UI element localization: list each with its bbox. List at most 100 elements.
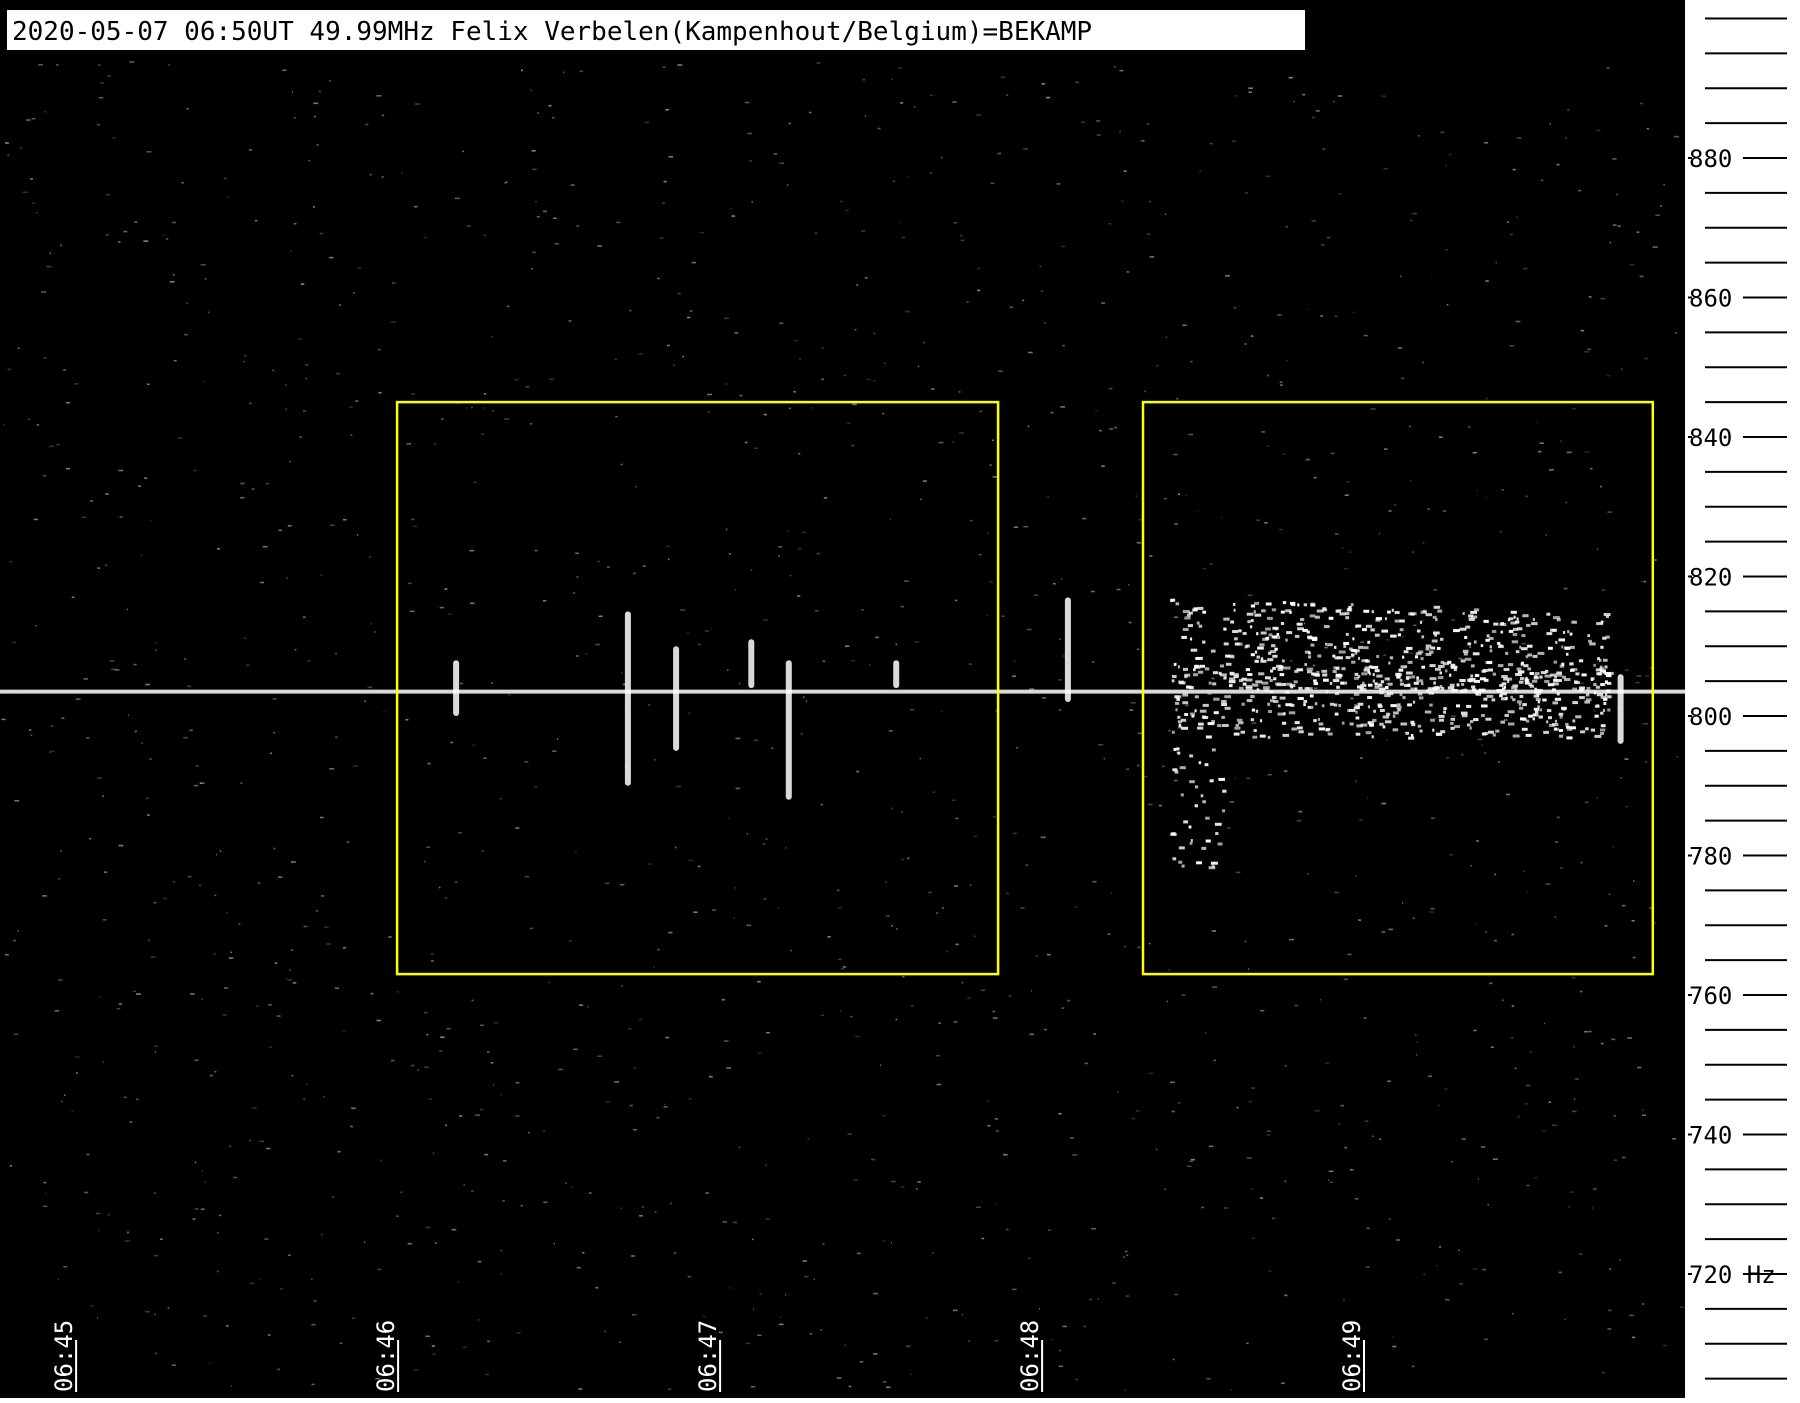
echo-speck <box>1397 708 1401 712</box>
echo-speck <box>1421 635 1425 639</box>
echo-speck <box>1253 610 1256 614</box>
noise-speck <box>1672 1138 1676 1140</box>
echo-speck <box>1593 663 1596 667</box>
noise-speck <box>444 897 448 899</box>
noise-speck <box>1256 519 1260 521</box>
noise-speck <box>469 602 475 605</box>
noise-speck <box>994 1203 997 1206</box>
noise-speck <box>667 558 670 561</box>
echo-speck <box>1311 672 1316 676</box>
echo-speck <box>1521 634 1526 638</box>
noise-speck <box>1383 167 1388 170</box>
time-tick-label: 06:48 <box>1016 1320 1044 1392</box>
noise-speck <box>491 335 493 338</box>
echo-speck <box>1392 728 1399 732</box>
noise-speck <box>71 596 75 599</box>
echo-speck <box>1430 646 1436 650</box>
noise-speck <box>763 898 767 900</box>
noise-speck <box>7 154 9 156</box>
echo-speck <box>1513 615 1516 619</box>
noise-speck <box>1422 361 1424 364</box>
noise-speck <box>1596 129 1601 132</box>
noise-speck <box>1235 871 1241 874</box>
noise-speck <box>1383 448 1388 450</box>
noise-speck <box>578 1388 583 1390</box>
noise-speck <box>728 553 731 555</box>
noise-speck <box>249 1282 255 1285</box>
echo-speck <box>1221 703 1227 706</box>
echo-speck <box>1285 638 1288 642</box>
echo-speck <box>1553 660 1558 664</box>
echo-speck <box>1556 673 1563 677</box>
echo-speck <box>1235 723 1239 727</box>
noise-speck <box>940 156 943 159</box>
noise-speck <box>259 1140 265 1143</box>
echo-speck <box>1450 717 1456 721</box>
noise-speck <box>721 998 726 1001</box>
noise-speck <box>1644 580 1647 583</box>
noise-speck <box>634 1067 636 1069</box>
echo-speck <box>1574 681 1580 685</box>
noise-speck <box>1516 137 1522 139</box>
echo-speck <box>1500 720 1505 724</box>
noise-speck <box>1549 122 1551 125</box>
noise-speck <box>214 1070 217 1073</box>
echo-speck <box>1550 628 1557 632</box>
noise-speck <box>744 101 750 104</box>
noise-speck <box>376 1019 381 1022</box>
echo-speck <box>1224 706 1231 710</box>
echo-speck <box>1548 723 1555 727</box>
echo-speck <box>1595 704 1600 708</box>
noise-speck <box>376 95 382 97</box>
noise-speck <box>1329 1181 1334 1183</box>
noise-speck <box>917 1181 921 1183</box>
noise-speck <box>1069 1137 1075 1139</box>
noise-speck <box>931 388 935 390</box>
noise-speck <box>1142 775 1148 778</box>
echo-speck <box>1334 656 1339 660</box>
echo-speck <box>1503 685 1506 689</box>
noise-speck <box>342 947 347 949</box>
echo-speck <box>1233 732 1240 736</box>
noise-speck <box>146 151 152 153</box>
noise-speck <box>154 1313 156 1316</box>
noise-speck <box>787 530 789 533</box>
echo-speck <box>1368 721 1371 725</box>
noise-speck <box>1347 953 1352 956</box>
noise-speck <box>845 209 849 212</box>
echo-speck <box>1257 646 1264 650</box>
echo-speck <box>1178 680 1184 684</box>
noise-speck <box>1174 1293 1179 1296</box>
echo-speck <box>1267 702 1271 706</box>
echo-speck <box>1483 669 1488 672</box>
noise-speck <box>910 709 915 711</box>
noise-speck <box>757 980 761 983</box>
noise-speck <box>1129 709 1134 711</box>
echo-speck <box>1425 613 1432 617</box>
noise-speck <box>682 355 685 358</box>
noise-speck <box>1338 193 1342 195</box>
echo-speck <box>1182 693 1189 697</box>
echo-speck <box>1297 603 1300 607</box>
echo-speck <box>1430 718 1435 722</box>
noise-speck <box>1511 1005 1515 1007</box>
noise-speck <box>1636 231 1640 233</box>
noise-speck <box>132 990 137 993</box>
echo-speck <box>1505 651 1509 655</box>
echo-speck <box>1306 667 1314 671</box>
noise-speck <box>1327 236 1331 239</box>
echo-speck <box>1232 630 1239 633</box>
echo-speck <box>1250 604 1256 608</box>
noise-speck <box>816 552 820 555</box>
noise-speck <box>1188 433 1194 436</box>
frequency-tick-label: 740 <box>1689 1122 1732 1150</box>
noise-speck <box>1091 1227 1096 1230</box>
echo-speck <box>1210 861 1218 865</box>
noise-speck <box>238 923 241 925</box>
echo-speck <box>1399 678 1403 682</box>
noise-speck <box>1349 551 1352 553</box>
noise-speck <box>383 710 385 713</box>
noise-speck <box>381 114 385 117</box>
noise-speck <box>252 1107 257 1109</box>
noise-speck <box>1517 1115 1521 1118</box>
